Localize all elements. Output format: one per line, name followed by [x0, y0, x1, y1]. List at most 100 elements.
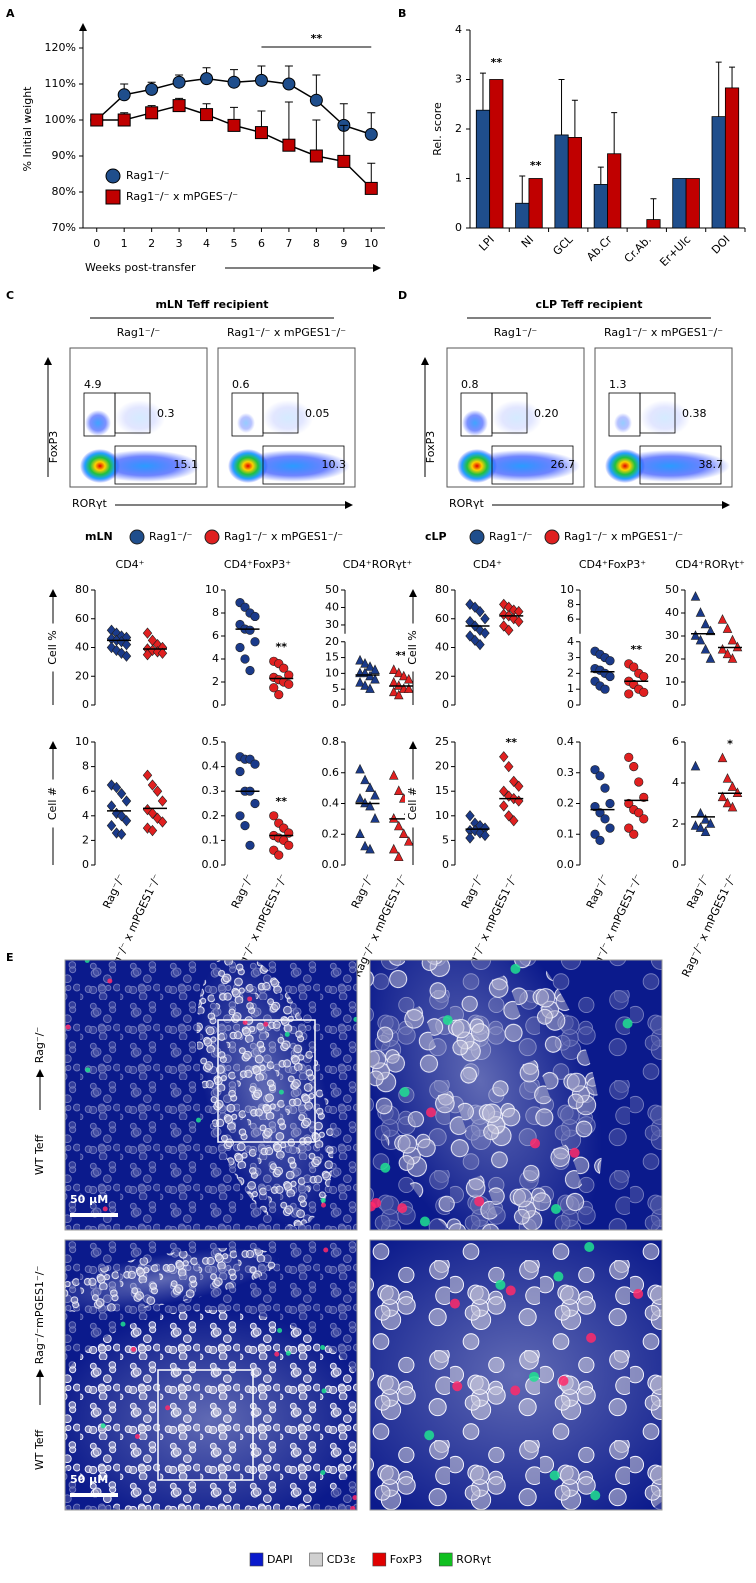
- density: [614, 413, 632, 433]
- stain-dot: [399, 1087, 410, 1098]
- stain-dot: [320, 1345, 326, 1351]
- scale-bar-label: 50 μM: [70, 1193, 108, 1206]
- y-tick-label: 3: [567, 651, 574, 664]
- marker: [727, 653, 738, 663]
- marker: [504, 760, 514, 773]
- y-tick-label: 50: [325, 583, 339, 596]
- x-tick-label: NI: [519, 233, 536, 250]
- y-tick-label: 5: [442, 833, 449, 846]
- y-tick-label: 80%: [52, 185, 76, 198]
- marker: [279, 663, 289, 673]
- y-tick-label: 110%: [45, 77, 76, 90]
- marker: [595, 835, 605, 846]
- marker: [360, 774, 370, 785]
- y-tick-label: 0: [82, 858, 89, 871]
- marker: [595, 808, 605, 818]
- marker: [690, 630, 701, 640]
- significance-label: **: [275, 795, 287, 808]
- marker: [624, 689, 634, 699]
- significance-label: **: [275, 640, 287, 653]
- label-bg: [45, 623, 61, 672]
- stain-dot: [449, 1298, 460, 1309]
- image-frame: [64, 1239, 358, 1511]
- gate-label: 0.3: [157, 407, 175, 420]
- marker: [600, 783, 610, 793]
- gate: [262, 392, 299, 434]
- marker: [121, 650, 132, 662]
- x-tick-label: 7: [285, 237, 292, 250]
- legend-swatch: [309, 1552, 323, 1567]
- marker: [398, 828, 409, 838]
- panel-letter: D: [398, 289, 407, 302]
- stain-dot: [474, 1196, 485, 1207]
- plot-title: Rag1⁻/⁻: [117, 326, 161, 339]
- y-tick-label: 10: [325, 666, 339, 679]
- marker: [700, 814, 711, 824]
- y-tick-label: 40: [435, 641, 449, 654]
- y-tick-label: 0: [82, 698, 89, 711]
- y-tick-label: 4: [212, 652, 219, 665]
- stain-dot: [510, 1385, 521, 1396]
- y-tick-label: 10: [435, 809, 449, 822]
- legend-label: Rag1⁻/⁻ x mPGES1⁻/⁻: [224, 530, 343, 543]
- marker: [629, 829, 639, 839]
- stain-dot: [320, 1470, 326, 1476]
- y-tick-label: 100%: [45, 113, 76, 126]
- y-tick-label: 15: [325, 651, 339, 664]
- marker: [370, 673, 380, 684]
- y-tick-label: 2: [212, 675, 219, 688]
- marker: [624, 823, 634, 833]
- y-axis-label: Rel. score: [431, 102, 444, 156]
- x-tick-label: Rag⁻/⁻: [100, 872, 127, 911]
- marker: [590, 829, 600, 839]
- marker: [388, 664, 399, 674]
- plot-title: CD4⁺RORγt⁺: [343, 558, 413, 571]
- legend-label: RORγt: [456, 1553, 491, 1566]
- density: [457, 449, 497, 483]
- marker: [499, 785, 509, 797]
- x-tick-label: Cr.Ab.: [622, 233, 654, 265]
- y-tick-label: 0.0: [202, 858, 220, 871]
- y-tick-label: 120%: [45, 41, 76, 54]
- bar: [711, 116, 726, 229]
- marker: [142, 627, 153, 639]
- marker: [393, 820, 404, 831]
- stain-dot: [321, 1388, 327, 1394]
- y-tick-label: 20: [75, 669, 89, 682]
- x-tick-label: Rag⁻/⁻: [229, 872, 256, 911]
- x-tick-label: Rag⁻/⁻ x mPGES1⁻/⁻: [679, 872, 738, 979]
- plot-title: Rag1⁻/⁻ x mPGES1⁻/⁻: [604, 326, 723, 339]
- gate: [639, 392, 676, 434]
- marker: [116, 788, 127, 800]
- y-tick-label: 0.1: [202, 833, 220, 846]
- marker: [337, 154, 351, 168]
- stain-dot: [107, 978, 113, 984]
- legend-label: DAPI: [267, 1553, 293, 1566]
- plot-title: CD4⁺RORγt⁺: [675, 558, 745, 571]
- marker: [200, 108, 214, 122]
- marker: [695, 634, 706, 645]
- y-tick-label: 30: [325, 618, 339, 631]
- x-tick-label: 4: [203, 237, 210, 250]
- marker: [403, 673, 414, 684]
- significance-label: *: [727, 737, 733, 750]
- marker: [480, 829, 490, 842]
- y-tick-label: 10: [560, 583, 574, 596]
- marker: [250, 637, 260, 647]
- marker: [600, 814, 610, 824]
- stain-dot: [505, 1285, 516, 1296]
- stain-dot: [633, 1288, 644, 1299]
- y-tick-label: 6: [82, 784, 89, 797]
- gate: [639, 445, 722, 485]
- marker: [121, 815, 132, 827]
- error-bar: [519, 175, 526, 204]
- inset-box: [157, 1369, 254, 1481]
- y-tick-label: 10: [665, 675, 679, 688]
- micrograph: [65, 960, 357, 1230]
- y-tick-label: 10: [205, 583, 219, 596]
- y-tick-label: 20: [325, 635, 339, 648]
- legend-marker: [469, 529, 485, 545]
- error-bar: [611, 112, 618, 154]
- y-tick-label: 60: [75, 612, 89, 625]
- y-tick-label: 0.1: [557, 827, 575, 840]
